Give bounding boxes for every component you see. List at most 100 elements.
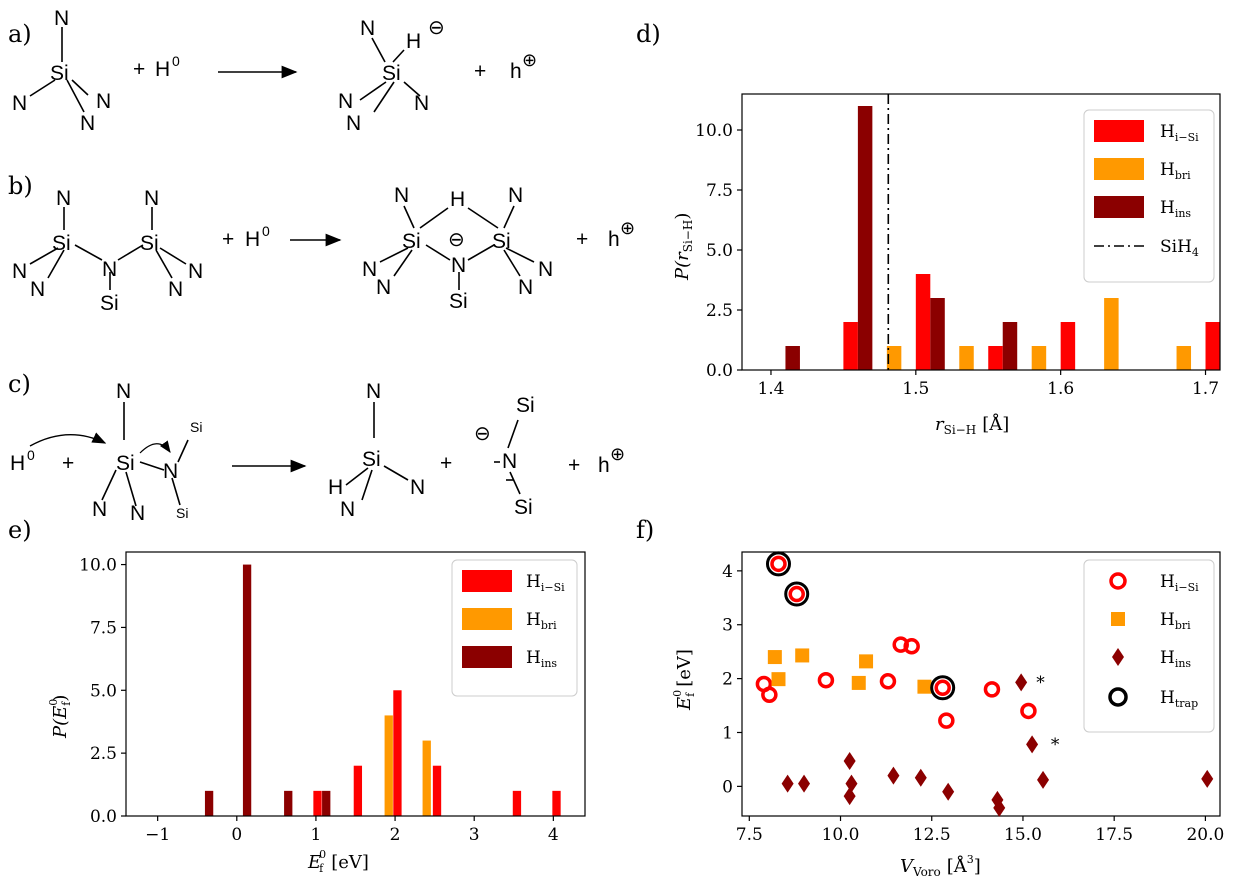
- plus-sign: +: [62, 452, 74, 475]
- legend: Hi−Si Hbri Hins: [451, 559, 578, 697]
- electron-arrow: [139, 440, 171, 454]
- legend: Hi−Si Hbri Hins Htrap: [1083, 559, 1215, 733]
- atom-si: Si: [100, 292, 119, 315]
- x-tick-label: 1.6: [1047, 379, 1074, 399]
- bar-isi: [432, 765, 442, 816]
- x-tick-label: 7.5: [736, 825, 763, 845]
- atom-n: N: [168, 278, 183, 301]
- x-tick-label: 15.0: [1004, 825, 1042, 845]
- legend-label-h-i-si: Hi−Si: [1160, 572, 1199, 594]
- plot-frame: [741, 551, 1221, 817]
- atom-si: Si: [116, 452, 135, 475]
- legend-label-sih4: SiH4: [1160, 237, 1199, 259]
- plus-sign: +: [474, 60, 486, 83]
- bar-ins: [322, 790, 331, 816]
- point-ins: [942, 782, 955, 801]
- legend-marker-h-i-si: [1109, 572, 1127, 590]
- y-tick-label: 3: [722, 616, 733, 636]
- atom-n: N: [102, 258, 117, 281]
- point-trap: [930, 675, 956, 701]
- point-bri: [767, 650, 782, 665]
- hole-charge: ⊕: [620, 218, 635, 238]
- bar-isi: [393, 690, 402, 816]
- y-tick-label: 2: [722, 670, 733, 690]
- plus-sign: +: [133, 58, 145, 81]
- scheme-c-reactant-bonds: [101, 402, 189, 507]
- point-ins: [781, 774, 794, 793]
- atom-n: N: [376, 276, 391, 299]
- negative-charge: ⊖: [428, 17, 445, 39]
- plot-frame: [125, 551, 586, 817]
- y-tick-label: 10.0: [695, 121, 733, 141]
- legend-label-h-bri: Hbri: [1160, 160, 1191, 182]
- y-tick-label: 5.0: [706, 241, 733, 261]
- reagent-h: H: [10, 452, 25, 475]
- atom-n: N: [410, 476, 425, 499]
- x-tick-label: 10.0: [822, 825, 860, 845]
- atom-si: Si: [402, 230, 421, 253]
- panel-label-e: e): [8, 516, 32, 544]
- bar-ins: [204, 790, 214, 816]
- asterisk-annotation: *: [1036, 673, 1045, 693]
- bar-bri: [422, 740, 431, 816]
- legend-label-h-bri: Hbri: [1160, 610, 1191, 632]
- y-tick-label: 1: [722, 723, 733, 743]
- legend-swatch-h-bri: [1094, 158, 1144, 180]
- chart-f: f) 7.5 10.0 12.5 15.0 17.5 20.0 0 1 2 3 4 * * VVoro…: [636, 516, 1224, 879]
- bar-isi: [552, 790, 561, 816]
- reagent-sup: 0: [27, 447, 35, 463]
- atom-si: Si: [176, 505, 188, 521]
- legend-swatch-h-i-si: [1094, 120, 1144, 142]
- x-tick-label: 1.5: [902, 379, 929, 399]
- asterisk-annotation: *: [1051, 735, 1060, 755]
- y-tick-label: 0.0: [706, 361, 733, 381]
- atom-si: Si: [492, 230, 511, 253]
- x-tick-label: 2: [390, 825, 401, 845]
- atom-n: N: [394, 184, 409, 207]
- y-axis-label: E0f[eV]: [671, 649, 697, 711]
- point-isi: [892, 636, 909, 653]
- point-isi: [1020, 702, 1037, 720]
- point-isi: [983, 681, 1001, 698]
- scheme-b: b) N N Si Si N N N N N Si + H 0: [8, 172, 635, 315]
- scheme-c-product2-bonds: [494, 419, 521, 495]
- atom-n: N: [30, 278, 45, 301]
- scheme-c-product1-bonds: [345, 402, 409, 501]
- atom-si: Si: [50, 62, 69, 85]
- scheme-a-reactant: [29, 27, 89, 113]
- atom-n: N: [54, 7, 69, 30]
- bar-isi: [313, 790, 322, 816]
- plus-sign: +: [222, 228, 234, 251]
- hole-h: h: [510, 60, 522, 83]
- scheme-b-reactant-bonds: [29, 207, 187, 290]
- x-tick-label: 12.5: [913, 825, 951, 845]
- legend-marker-h-ins: [1112, 648, 1124, 666]
- bar-bri: [1104, 298, 1119, 370]
- x-tick-label: −1: [145, 825, 170, 845]
- legend-label-h-i-si: Hi−Si: [1160, 122, 1199, 144]
- atom-n: N: [538, 258, 553, 281]
- scheme-b-product-bonds: [379, 205, 535, 290]
- bar-bri: [959, 346, 974, 370]
- atom-si: Si: [140, 232, 159, 255]
- x-tick-label: 17.5: [1095, 825, 1133, 845]
- reagent-h: H: [245, 228, 260, 251]
- hole-charge: ⊕: [522, 50, 537, 70]
- atom-h: H: [328, 476, 343, 499]
- legend-box: [1083, 109, 1215, 283]
- atom-si: Si: [516, 394, 535, 417]
- x-tick-label: 20.0: [1186, 825, 1224, 845]
- point-isi: [934, 679, 951, 697]
- plus-sign: +: [568, 454, 580, 477]
- x-tick-label: 3: [469, 825, 480, 845]
- point-ins: [843, 787, 856, 806]
- y-tick-label: 0: [722, 777, 733, 797]
- panel-label-d: d): [636, 20, 661, 48]
- x-tick-label: 0: [231, 825, 242, 845]
- hole-charge: ⊕: [610, 444, 625, 464]
- point-ins: [1026, 735, 1039, 754]
- x-tick-label: 1.4: [757, 379, 784, 399]
- plot-frame: [741, 93, 1221, 371]
- legend-swatch-h-i-si: [462, 570, 512, 592]
